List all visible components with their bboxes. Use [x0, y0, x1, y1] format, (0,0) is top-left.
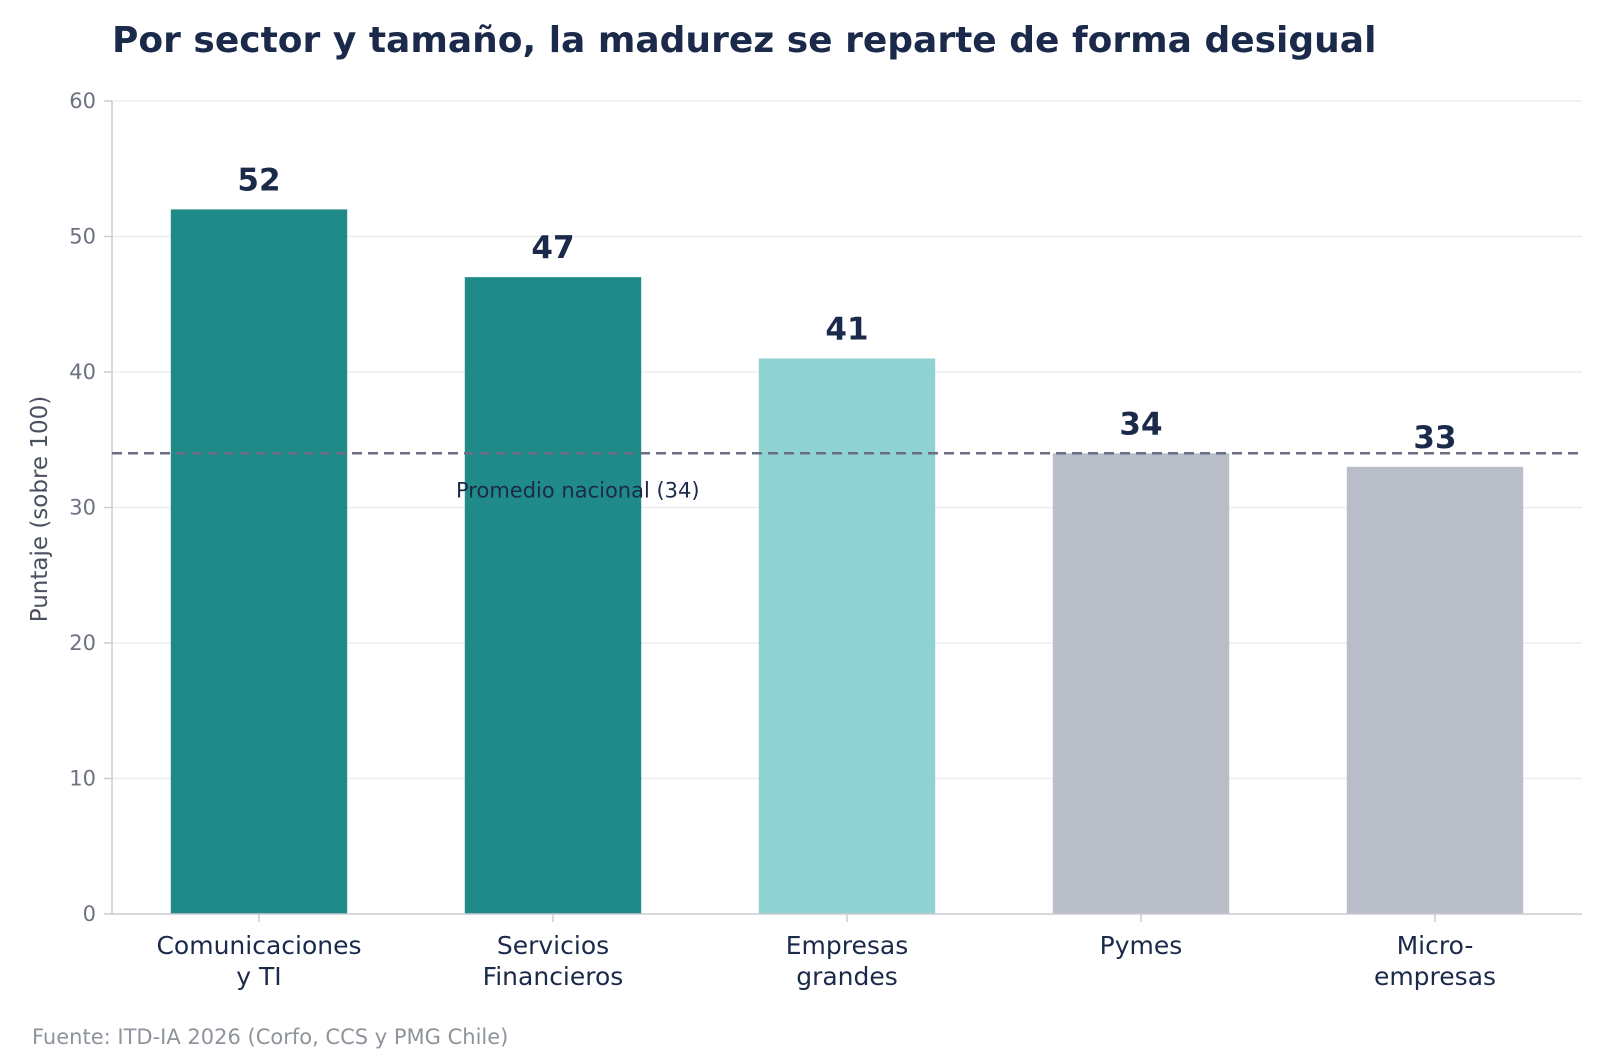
x-tick-label: Comunicaciones y TI: [156, 931, 361, 991]
bar: [1052, 453, 1230, 914]
bar: [1346, 466, 1524, 914]
value-labels: 52 47 41 34 33: [237, 162, 1456, 455]
y-tick-label: 30: [69, 496, 96, 520]
x-tick-label-line: Comunicaciones: [156, 931, 361, 960]
source-note: Fuente: ITD-IA 2026 (Corfo, CCS y PMG Ch…: [32, 1025, 509, 1049]
x-tick-label-line: Financieros: [483, 962, 624, 991]
y-tick-label: 50: [69, 225, 96, 249]
bar-value-label: 41: [825, 311, 868, 347]
bar: [464, 277, 642, 914]
x-tick-label: Empresas grandes: [786, 931, 909, 991]
bars: [170, 209, 1524, 914]
bar-value-label: 47: [531, 230, 574, 266]
x-tick-label-line: Servicios: [497, 931, 609, 960]
reference-line-group: Promedio nacional (34): [112, 452, 1582, 502]
y-axis-label: Puntaje (sobre 100): [27, 396, 53, 623]
x-tick-label-line: Empresas: [786, 931, 909, 960]
y-tick-label: 60: [69, 89, 96, 113]
bar: [170, 209, 348, 914]
reference-line-label: Promedio nacional (34): [456, 478, 700, 502]
y-tick-label: 40: [69, 360, 96, 384]
x-tick-label: Servicios Financieros: [483, 931, 624, 991]
x-tick-label-line: grandes: [796, 962, 898, 991]
bar-value-label: 52: [237, 162, 280, 198]
x-tick-label-line: Pymes: [1100, 931, 1183, 960]
bar: [758, 358, 936, 914]
x-tick-label: Micro-empresas: [1374, 931, 1496, 991]
x-tick-label: Pymes: [1100, 931, 1183, 960]
y-tick-label: 10: [69, 767, 96, 791]
axes: 0 10 20 30 40 50 60 Comunicaciones y TI Servicios…: [69, 89, 1582, 991]
bar-value-label: 33: [1413, 420, 1456, 456]
x-tick-label-line: empresas: [1374, 962, 1496, 991]
x-tick-label-line: y TI: [236, 962, 281, 991]
y-tick-label: 0: [83, 902, 96, 926]
bar-value-label: 34: [1119, 406, 1162, 442]
chart-title: Por sector y tamaño, la madurez se repar…: [112, 20, 1377, 61]
y-tick-label: 20: [69, 631, 96, 655]
x-tick-label-line: Micro-: [1397, 931, 1474, 960]
